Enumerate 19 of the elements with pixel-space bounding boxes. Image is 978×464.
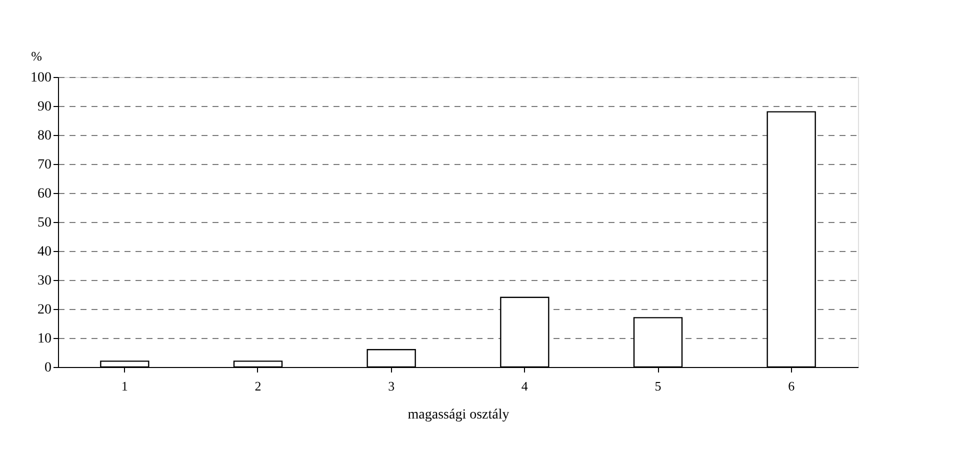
y-tick-label: 0 xyxy=(44,360,52,376)
x-tick-label: 6 xyxy=(788,378,796,394)
x-tick-label: 2 xyxy=(254,378,262,394)
y-tick-label: 80 xyxy=(38,128,52,144)
y-tick-label: 90 xyxy=(38,100,52,114)
x-axis-title: magassági osztály xyxy=(408,408,510,422)
y-tick-label: 50 xyxy=(38,216,52,230)
y-tick-label: 40 xyxy=(38,244,52,260)
y-axis-title: % xyxy=(31,48,42,64)
x-tick-label: 3 xyxy=(388,378,395,394)
y-tick-label: 60 xyxy=(38,186,52,202)
x-tick-label: 5 xyxy=(654,378,662,394)
y-tick-label: 100 xyxy=(30,70,52,86)
x-tick-label: 4 xyxy=(521,378,528,394)
y-tick-label: 30 xyxy=(38,274,52,288)
y-tick-label: 10 xyxy=(38,332,52,346)
x-tick-label: 1 xyxy=(121,378,128,394)
y-tick-label: 20 xyxy=(38,302,52,318)
y-tick-label: 70 xyxy=(38,158,52,172)
